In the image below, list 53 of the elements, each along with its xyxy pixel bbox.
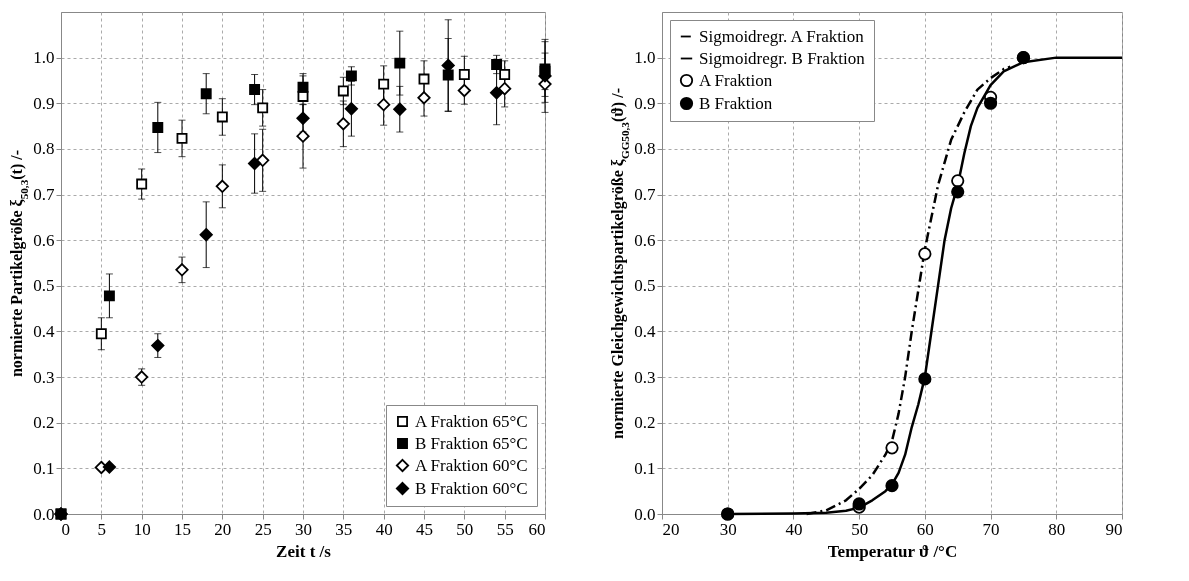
x-tick-label: 20	[662, 519, 680, 539]
y-tick-label: 0.6	[634, 230, 656, 250]
legend-label: A Fraktion 65°C	[415, 411, 528, 431]
y-tick-label: 0.7	[634, 185, 656, 205]
x-tick-label: 5	[97, 519, 107, 539]
x-axis-title: Zeit t /s	[276, 541, 332, 561]
y-tick-label: 1.0	[33, 48, 55, 68]
y-tick-label: 0.6	[33, 230, 55, 250]
y-tick-label: 0.8	[634, 139, 656, 159]
x-tick-label: 30	[295, 519, 312, 539]
x-tick-label: 25	[254, 519, 272, 539]
y-tick-label: 0.3	[33, 367, 55, 387]
y-tick-label: 0.4	[634, 321, 656, 341]
x-tick-label: 15	[174, 519, 191, 539]
x-tick-label: 60	[916, 519, 934, 539]
x-tick-label: 80	[1048, 519, 1066, 539]
y-tick-label: 0.8	[33, 139, 55, 159]
x-tick-label: 10	[133, 519, 151, 539]
x-tick-label: 0	[61, 519, 70, 539]
y-tick-label: 0.2	[634, 413, 656, 433]
legend-label: B Fraktion 60°C	[415, 478, 528, 498]
legend-label: Sigmoidregr. A Fraktion	[699, 26, 865, 46]
x-tick-label: 50	[456, 519, 474, 539]
x-tick-label: 55	[496, 519, 514, 539]
x-tick-label: 45	[416, 519, 433, 539]
y-tick-label: 0.0	[634, 504, 656, 524]
x-axis-title: Temperatur ϑ /°C	[827, 541, 958, 561]
x-tick-label: 20	[214, 519, 232, 539]
legend-label: B Fraktion 65°C	[415, 433, 528, 453]
y-tick-label: 0.1	[634, 458, 656, 478]
legend-label: A Fraktion	[699, 70, 773, 90]
y-tick-label: 0.9	[33, 93, 55, 113]
y-tick-label: 0.1	[33, 458, 55, 478]
x-tick-label: 90	[1105, 519, 1123, 539]
legend-label: A Fraktion 60°C	[415, 455, 528, 475]
y-tick-label: 0.2	[33, 413, 55, 433]
y-tick-label: 1.0	[634, 48, 656, 68]
x-tick-label: 60	[528, 519, 546, 539]
x-tick-label: 40	[785, 519, 803, 539]
y-tick-label: 0.5	[634, 276, 656, 296]
y-tick-label: 0.0	[33, 504, 55, 524]
y-tick-label: 0.9	[634, 93, 656, 113]
legend-label: Sigmoidregr. B Fraktion	[699, 48, 866, 68]
y-tick-label: 0.3	[634, 367, 656, 387]
x-tick-label: 70	[982, 519, 1000, 539]
x-tick-label: 50	[851, 519, 869, 539]
legend-label: B Fraktion	[699, 93, 773, 113]
y-tick-label: 0.4	[33, 321, 55, 341]
x-tick-label: 30	[719, 519, 737, 539]
y-tick-label: 0.7	[33, 185, 55, 205]
x-tick-label: 35	[335, 519, 353, 539]
x-tick-label: 40	[375, 519, 393, 539]
y-tick-label: 0.5	[33, 276, 55, 296]
